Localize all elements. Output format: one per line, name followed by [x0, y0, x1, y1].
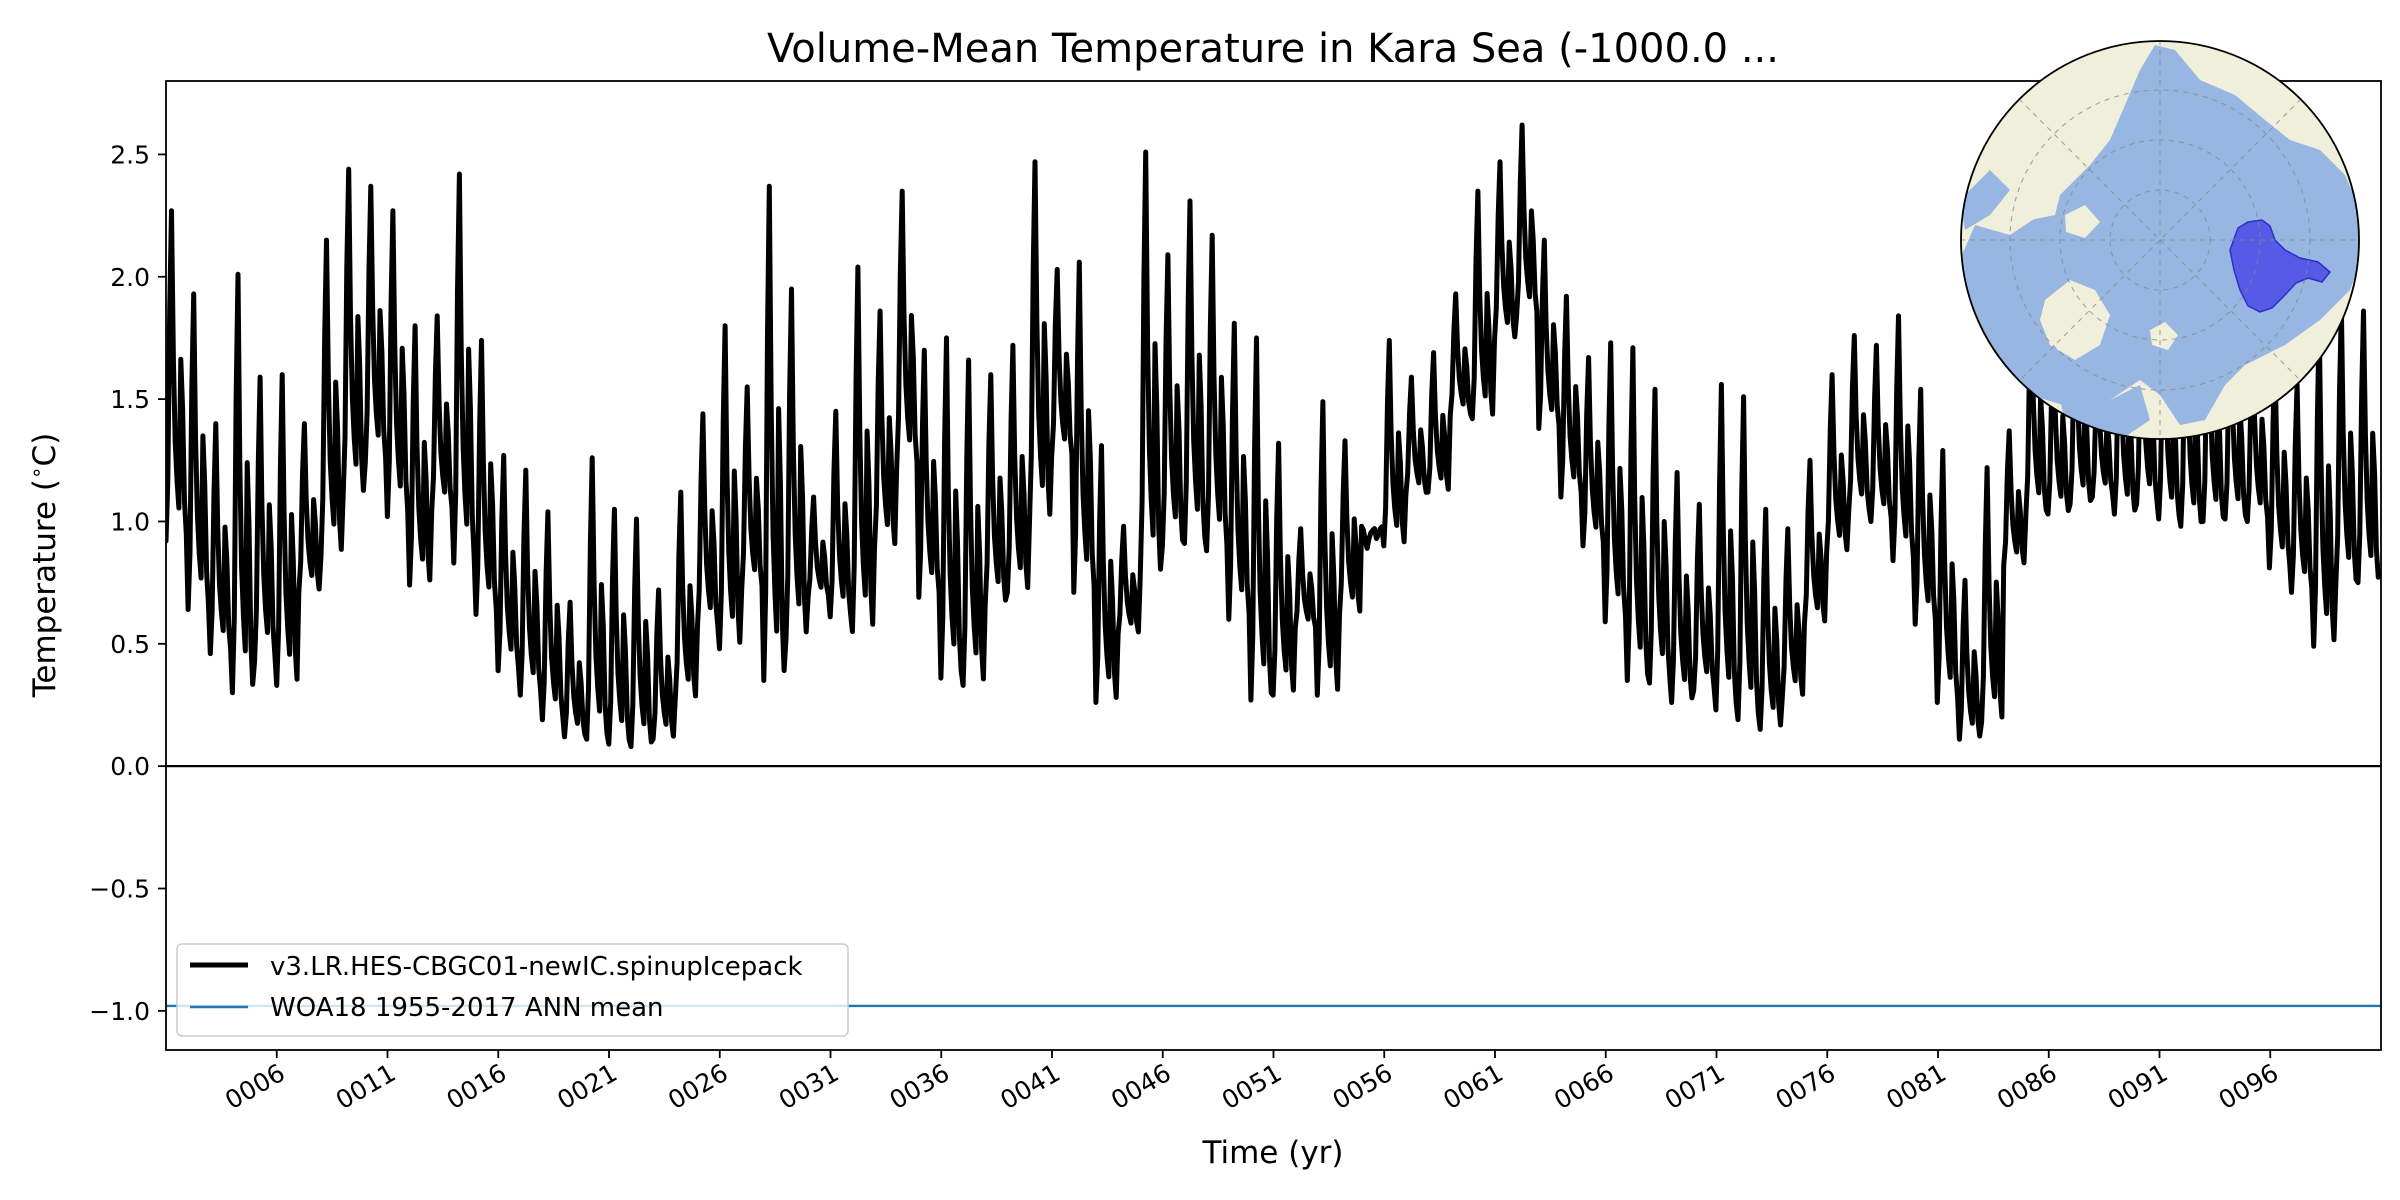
y-axis-ticks: −1.0 −0.5 0.0 0.5 1.0 1.5 2.0 2.5 — [89, 140, 166, 1026]
x-tick-label: 0011 — [331, 1058, 401, 1115]
x-axis-label: Time (yr) — [1202, 1135, 1344, 1171]
x-axis-ticks: 0006 0011 0016 0021 0026 0031 0036 0041 0046 0051… — [220, 1050, 2283, 1115]
x-tick-label: 0026 — [663, 1058, 733, 1115]
map-pacific-ocean — [1961, 170, 2010, 230]
chart-title: Volume-Mean Temperature in Kara Sea (-10… — [767, 26, 1779, 72]
map-kara-sea-region — [2229, 219, 2332, 313]
x-tick-label: 0091 — [2103, 1058, 2173, 1115]
map-canadian-islands — [2010, 180, 2100, 238]
y-tick-label: −1.0 — [89, 997, 150, 1026]
y-tick-label: 2.5 — [110, 140, 150, 169]
x-tick-label: 0096 — [2214, 1058, 2284, 1115]
map-border — [1960, 40, 2360, 440]
x-tick-label: 0066 — [1549, 1058, 1619, 1115]
x-tick-label: 0006 — [220, 1058, 290, 1115]
x-tick-label: 0041 — [995, 1058, 1065, 1115]
inset-polar-map — [1960, 40, 2360, 440]
series-line-spinupicepack — [166, 122, 2381, 750]
y-axis-label-degree: ∘ — [24, 466, 48, 479]
y-tick-label: 1.5 — [110, 385, 150, 414]
x-tick-label: 0031 — [774, 1058, 844, 1115]
x-tick-label: 0056 — [1328, 1058, 1398, 1115]
y-axis-label-before: Temperature ( — [27, 479, 63, 698]
y-tick-label: −0.5 — [89, 875, 150, 904]
x-tick-label: 0051 — [1217, 1058, 1287, 1115]
x-tick-label: 0071 — [1660, 1058, 1730, 1115]
plot-frame — [165, 80, 2382, 1051]
x-tick-label: 0076 — [1771, 1058, 1841, 1115]
legend-box — [176, 943, 849, 1037]
y-tick-label: 2.0 — [110, 263, 150, 292]
y-axis-label: Temperature (∘C) — [24, 433, 63, 699]
y-axis-label-after: C) — [27, 433, 63, 467]
map-greenland — [2040, 280, 2110, 360]
y-tick-label: 0.0 — [110, 752, 150, 781]
x-tick-label: 0016 — [442, 1058, 512, 1115]
x-tick-label: 0086 — [1992, 1058, 2062, 1115]
legend-label-spinupicepack: v3.LR.HES-CBGC01-newIC.spinupIcepack — [270, 952, 803, 982]
x-tick-label: 0081 — [1881, 1058, 1951, 1115]
legend-label-woa18: WOA18 1955-2017 ANN mean — [270, 993, 664, 1023]
x-tick-label: 0036 — [885, 1058, 955, 1115]
x-tick-label: 0061 — [1438, 1058, 1508, 1115]
map-svalbard — [2150, 322, 2178, 350]
x-tick-label: 0021 — [552, 1058, 622, 1115]
y-tick-label: 1.0 — [110, 507, 150, 536]
legend: v3.LR.HES-CBGC01-newIC.spinupIcepack WOA… — [176, 943, 849, 1037]
y-tick-label: 0.5 — [110, 630, 150, 659]
x-tick-label: 0046 — [1106, 1058, 1176, 1115]
map-graticule — [1961, 41, 2359, 439]
